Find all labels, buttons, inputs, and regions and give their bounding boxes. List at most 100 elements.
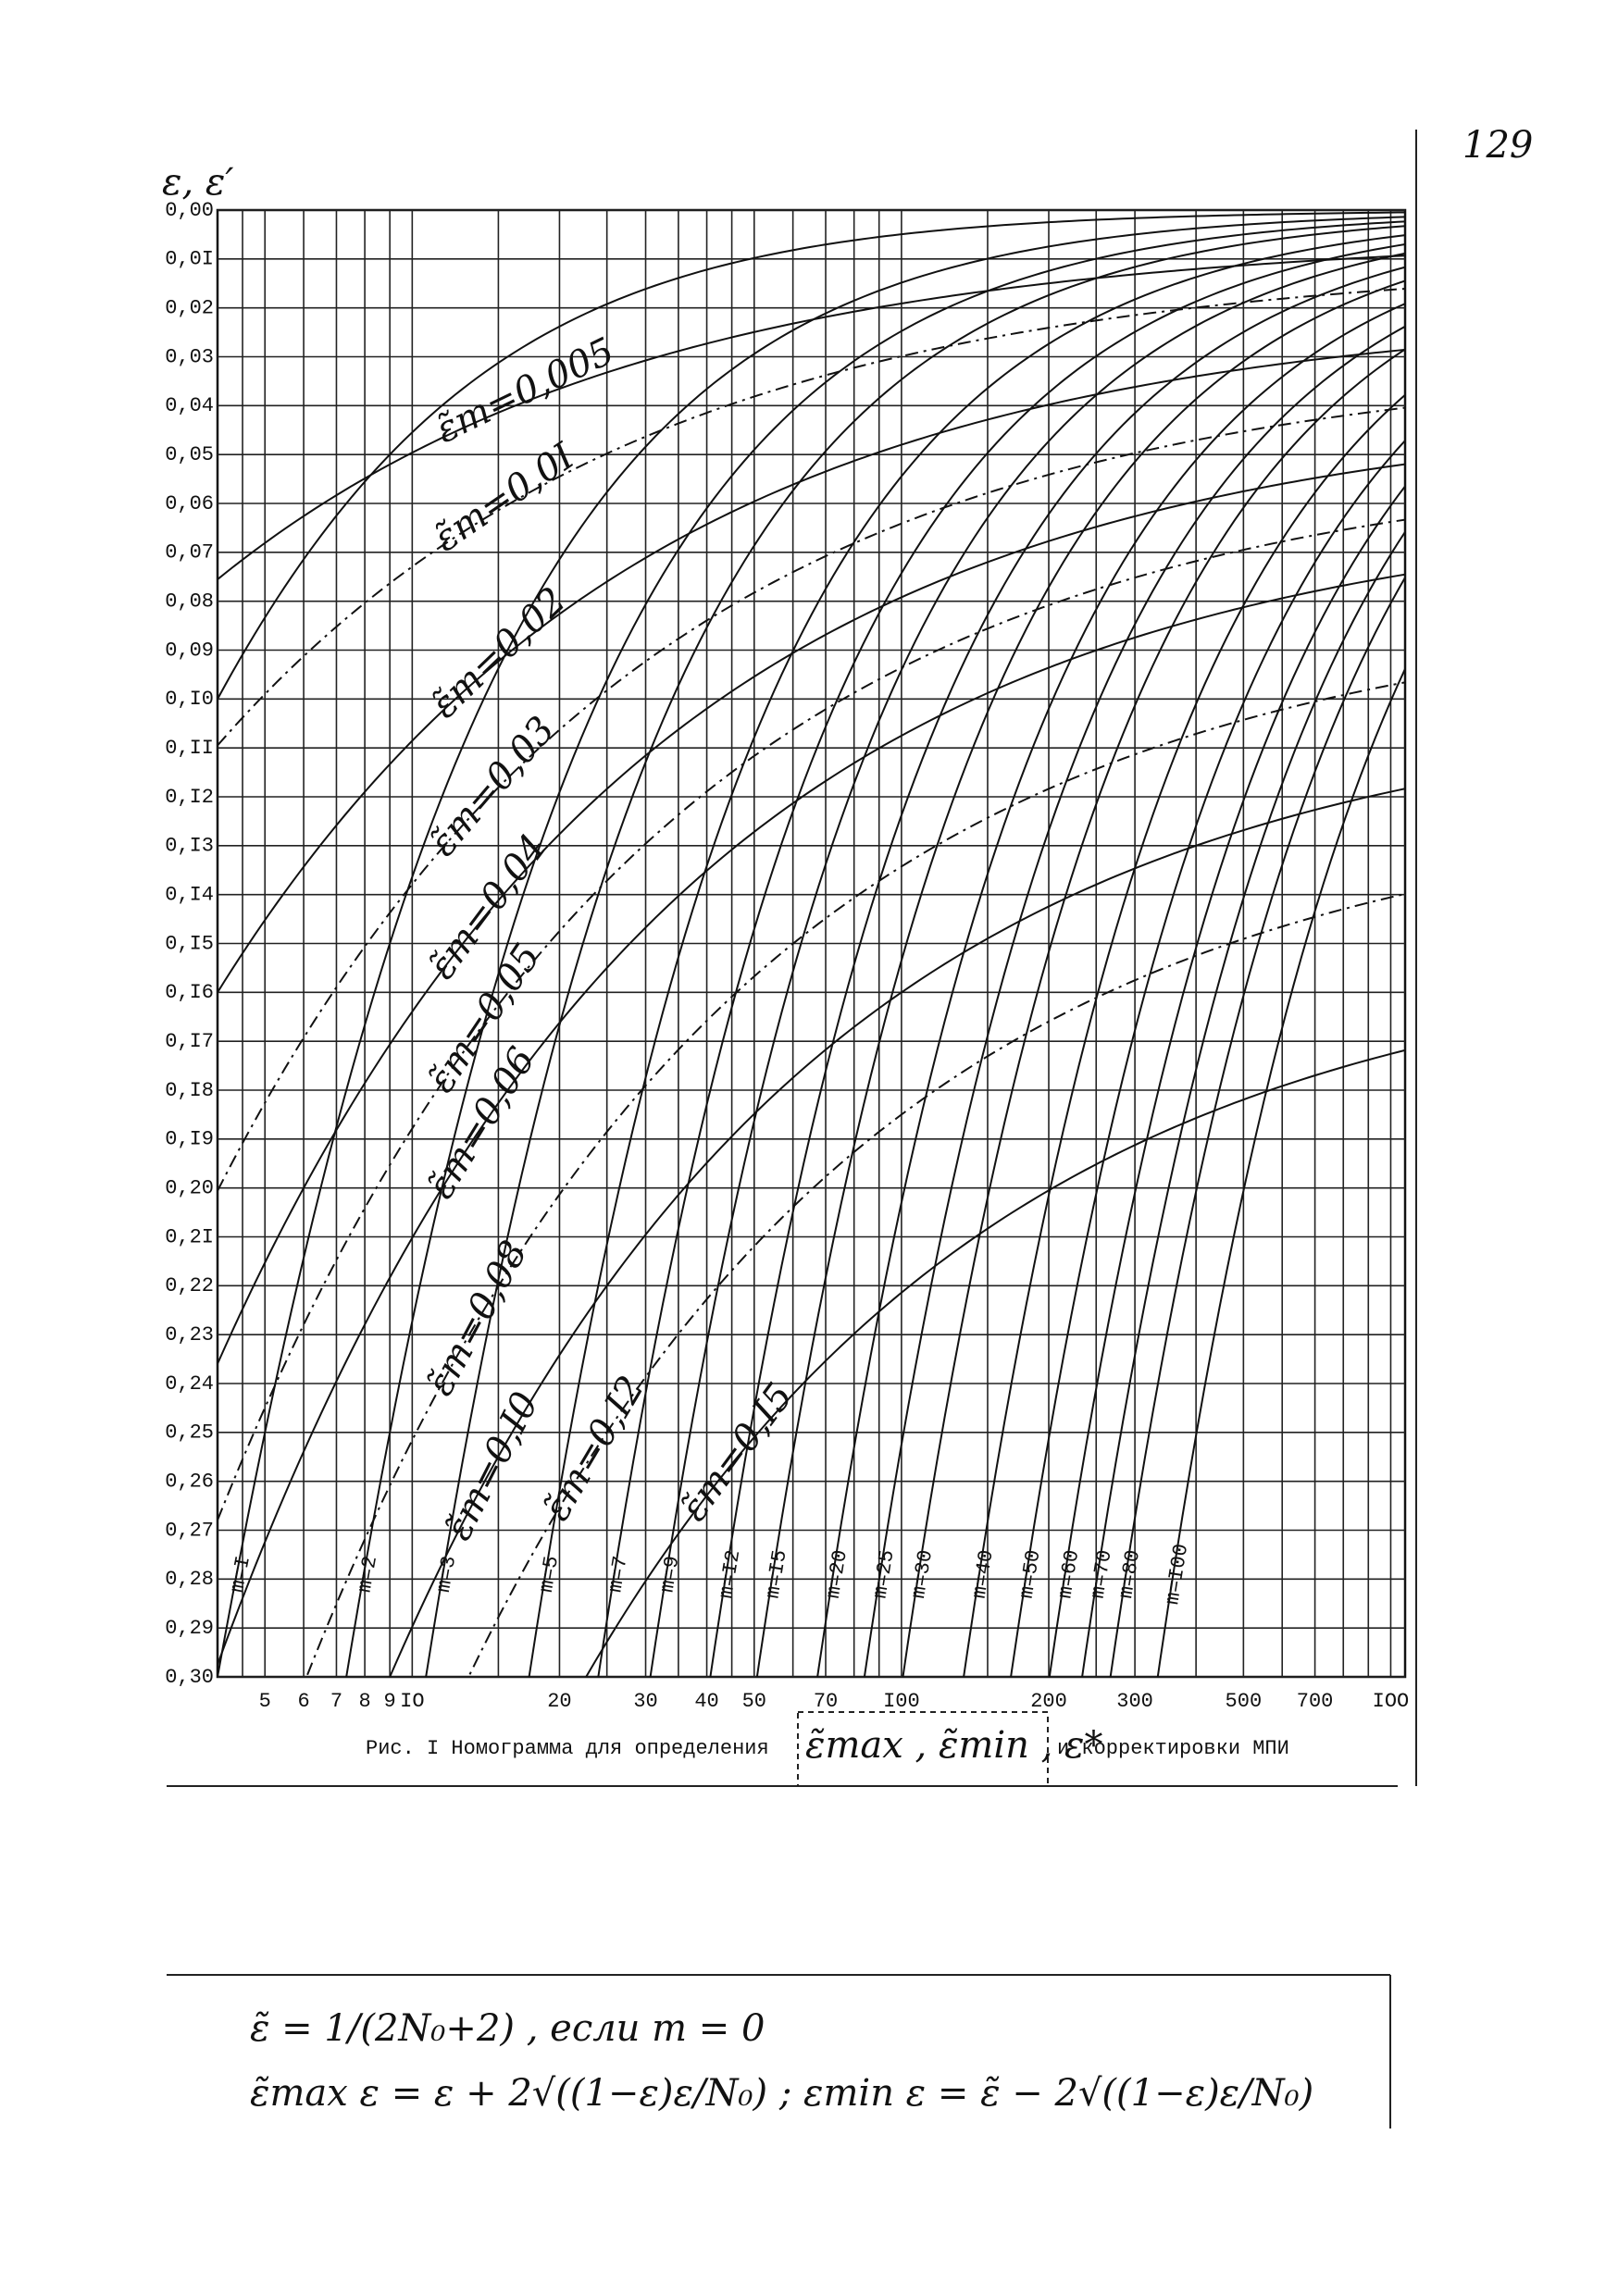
y-tick-label: 0,20: [165, 1176, 214, 1199]
y-tick-label: 0,00: [165, 199, 214, 222]
m-curve: [1156, 668, 1405, 1677]
y-tick-label: 0,04: [165, 394, 214, 417]
m-curve-label: m=50: [1015, 1548, 1046, 1600]
x-tick-label: 300: [1116, 1690, 1153, 1713]
m-curve: [1048, 485, 1405, 1677]
y-tick-label: 0,2I: [165, 1225, 214, 1248]
m-curve-label: m=40: [968, 1548, 999, 1600]
y-tick-label: 0,0I: [165, 248, 214, 271]
y-tick-label: 0,25: [165, 1421, 214, 1445]
y-tick-label: 0,05: [165, 443, 214, 466]
m-curve-label: m=I: [226, 1554, 255, 1595]
x-tick-label: 8: [359, 1690, 371, 1713]
m-curve: [1081, 531, 1405, 1677]
y-tick-label: 0,07: [165, 541, 214, 565]
y-tick-label: 0,I9: [165, 1128, 214, 1151]
x-tick-label: IOO: [1373, 1690, 1410, 1713]
emax-curve-label: ε̃m=0,005: [429, 329, 621, 452]
m-curve-label: m=80: [1114, 1548, 1145, 1600]
formula: ε̃ = 1/(2N₀+2) , если m = 0: [250, 2007, 765, 2050]
y-tick-label: 0,03: [165, 345, 214, 368]
m-curve-label: m=I00: [1161, 1543, 1193, 1607]
m-curve: [902, 348, 1405, 1677]
m-curve: [1109, 577, 1405, 1677]
m-curve: [1010, 440, 1405, 1677]
y-tick-label: 0,27: [165, 1519, 214, 1542]
m-curve: [649, 252, 1405, 1677]
plot: 0,00 0,0I 0,02 0,03 0,04 0,05 0,06 0,07 0,08 0,09…: [165, 199, 1410, 1713]
y-tick-label: 0,I8: [165, 1079, 214, 1102]
m-curve-label: m=2: [353, 1554, 382, 1594]
m-curve: [755, 279, 1405, 1677]
m-curve: [345, 220, 1405, 1677]
x-tick-label: 500: [1226, 1690, 1263, 1713]
m-curve-label: m=I5: [762, 1548, 792, 1600]
y-tick-label: 0,I7: [165, 1030, 214, 1053]
formula: ε̃max ε = ε + 2√((1−ε)ε/N₀) ; εmin ε = ε…: [250, 2072, 1313, 2115]
y-tick-label: 0,I0: [165, 688, 214, 711]
y-tick-label: 0,II: [165, 737, 214, 760]
y-axis-label: ε, ε′: [162, 161, 233, 204]
m-curve-label: m=9: [656, 1555, 685, 1595]
x-tick-label: 7: [330, 1690, 342, 1713]
page-number: 129: [1462, 124, 1533, 167]
y-tick-label: 0,28: [165, 1568, 214, 1591]
y-tick-label: 0,I2: [165, 786, 214, 809]
y-tick-label: 0,I4: [165, 883, 214, 906]
y-tick-label: 0,06: [165, 492, 214, 515]
caption-box: [797, 1711, 1049, 1787]
m-curve-label: m=3: [432, 1554, 461, 1594]
y-tick-label: 0,26: [165, 1470, 214, 1493]
m-curve: [963, 394, 1405, 1677]
x-tick-label: 5: [259, 1690, 271, 1713]
caption-symbols: ε̃max , ε̃min , ε*: [805, 1724, 1103, 1767]
x-tick-label: 70: [814, 1690, 838, 1713]
m-curve: [709, 266, 1405, 1677]
m-curve: [816, 303, 1405, 1677]
x-tick-label: 30: [633, 1690, 657, 1713]
x-tick-label: I00: [883, 1690, 920, 1713]
m-curve-label: m=25: [868, 1548, 899, 1600]
emax-curve-label: ε̃m=0,I0: [437, 1385, 547, 1546]
emax-curve: [218, 518, 1405, 1521]
x-tick-label: 20: [547, 1690, 571, 1713]
m-curve-label: m=70: [1087, 1548, 1117, 1600]
m-curve-label: m=60: [1053, 1548, 1084, 1600]
y-tick-label: 0,24: [165, 1372, 214, 1396]
x-tick-label: 50: [742, 1690, 766, 1713]
emax-curve: [218, 573, 1405, 1666]
y-tick-label: 0,29: [165, 1617, 214, 1640]
emax-curve: [218, 463, 1405, 1365]
m-curve: [863, 325, 1405, 1677]
y-tick-label: 0,08: [165, 590, 214, 613]
emax-curve: [585, 1049, 1405, 1677]
emax-curve: [218, 287, 1405, 747]
caption: и корректировки МПИ: [1057, 1737, 1289, 1760]
emax-curve: [218, 348, 1405, 993]
y-tick-label: 0,09: [165, 639, 214, 662]
emax-curve: [218, 406, 1405, 1192]
emax-curve: [218, 254, 1405, 580]
m-curve-label: m=30: [907, 1548, 938, 1600]
m-curve: [425, 225, 1405, 1677]
x-tick-label: 9: [384, 1690, 396, 1713]
y-tick-label: 0,23: [165, 1323, 214, 1347]
x-tick-label: 700: [1297, 1690, 1334, 1713]
m-curve-label: m=I2: [715, 1548, 745, 1600]
m-curve: [218, 211, 1405, 700]
y-tick-label: 0,30: [165, 1666, 214, 1689]
m-curve: [597, 243, 1405, 1677]
emax-curve: [467, 892, 1405, 1677]
m-curve-label: m=7: [604, 1555, 632, 1595]
m-curve: [218, 216, 1405, 1677]
m-curve: [528, 234, 1405, 1677]
y-tick-label: 0,I6: [165, 981, 214, 1004]
x-tick-label: IO: [400, 1690, 424, 1713]
y-tick-label: 0,22: [165, 1274, 214, 1297]
curves: [218, 211, 1405, 1677]
x-tick-label: 6: [297, 1690, 309, 1713]
y-tick-label: 0,I5: [165, 932, 214, 955]
emax-curve: [389, 788, 1405, 1677]
emax-curve-label: ε̃m=0,08: [418, 1234, 536, 1402]
